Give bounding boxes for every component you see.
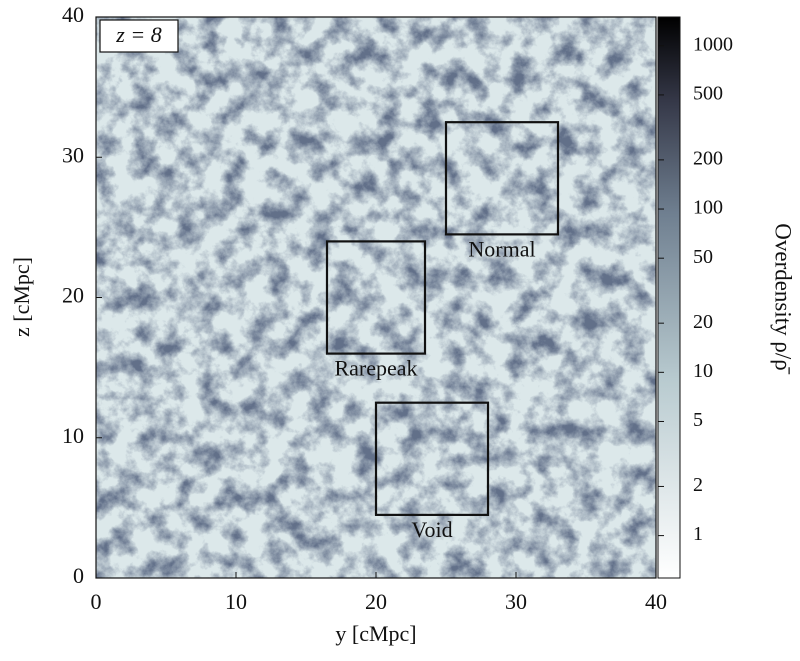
y-tick-label: 30 bbox=[62, 142, 84, 167]
x-tick-label: 10 bbox=[225, 589, 247, 614]
colorbar-tick-label: 2 bbox=[693, 474, 703, 496]
colorbar-label: Overdensity ρ/ρ̄ bbox=[771, 223, 796, 375]
colorbar-axis: 1 2 5 10 20 50 100 200 500 1000 bbox=[658, 33, 733, 545]
region-label: Normal bbox=[468, 236, 535, 261]
region-box bbox=[444, 121, 560, 236]
y-tick-label: 0 bbox=[73, 563, 84, 588]
region-box bbox=[374, 401, 490, 516]
y-tick-label: 10 bbox=[62, 423, 84, 448]
colorbar-tick-label: 200 bbox=[693, 147, 723, 169]
colorbar-tick-label: 10 bbox=[693, 360, 713, 382]
colorbar bbox=[657, 16, 681, 579]
y-tick-label: 40 bbox=[62, 2, 84, 27]
annotation-box bbox=[99, 19, 179, 53]
y-tick-label: 20 bbox=[62, 283, 84, 308]
colorbar-tick-label: 1000 bbox=[693, 33, 733, 55]
colorbar-tick-label: 20 bbox=[693, 311, 713, 333]
colorbar-tick-label: 500 bbox=[693, 83, 723, 105]
colorbar-tick-label: 50 bbox=[693, 246, 713, 268]
colorbar-tick-label: 1 bbox=[693, 523, 703, 545]
x-tick-label: 20 bbox=[365, 589, 387, 614]
colorbar-tick-label: 100 bbox=[693, 197, 723, 219]
x-tick-label: 30 bbox=[505, 589, 527, 614]
x-tick-label: 40 bbox=[645, 589, 667, 614]
annotation: z = 8 bbox=[115, 22, 161, 47]
y-axis-label: z [cMpc] bbox=[9, 257, 34, 337]
x-axis-label: y [cMpc] bbox=[335, 621, 416, 646]
region-label: Rarepeak bbox=[334, 356, 417, 381]
colorbar-tick-label: 5 bbox=[693, 409, 703, 431]
region-label: Void bbox=[411, 517, 452, 542]
x-tick-label: 0 bbox=[91, 589, 102, 614]
region-box bbox=[325, 240, 427, 355]
